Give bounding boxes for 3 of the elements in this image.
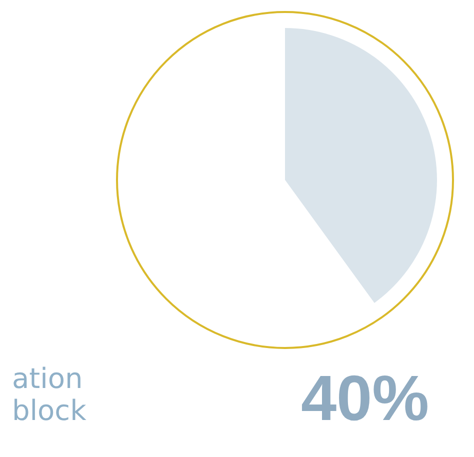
data-label: 40%: [300, 362, 430, 434]
text: ation: [12, 362, 83, 395]
text: block: [12, 394, 88, 427]
